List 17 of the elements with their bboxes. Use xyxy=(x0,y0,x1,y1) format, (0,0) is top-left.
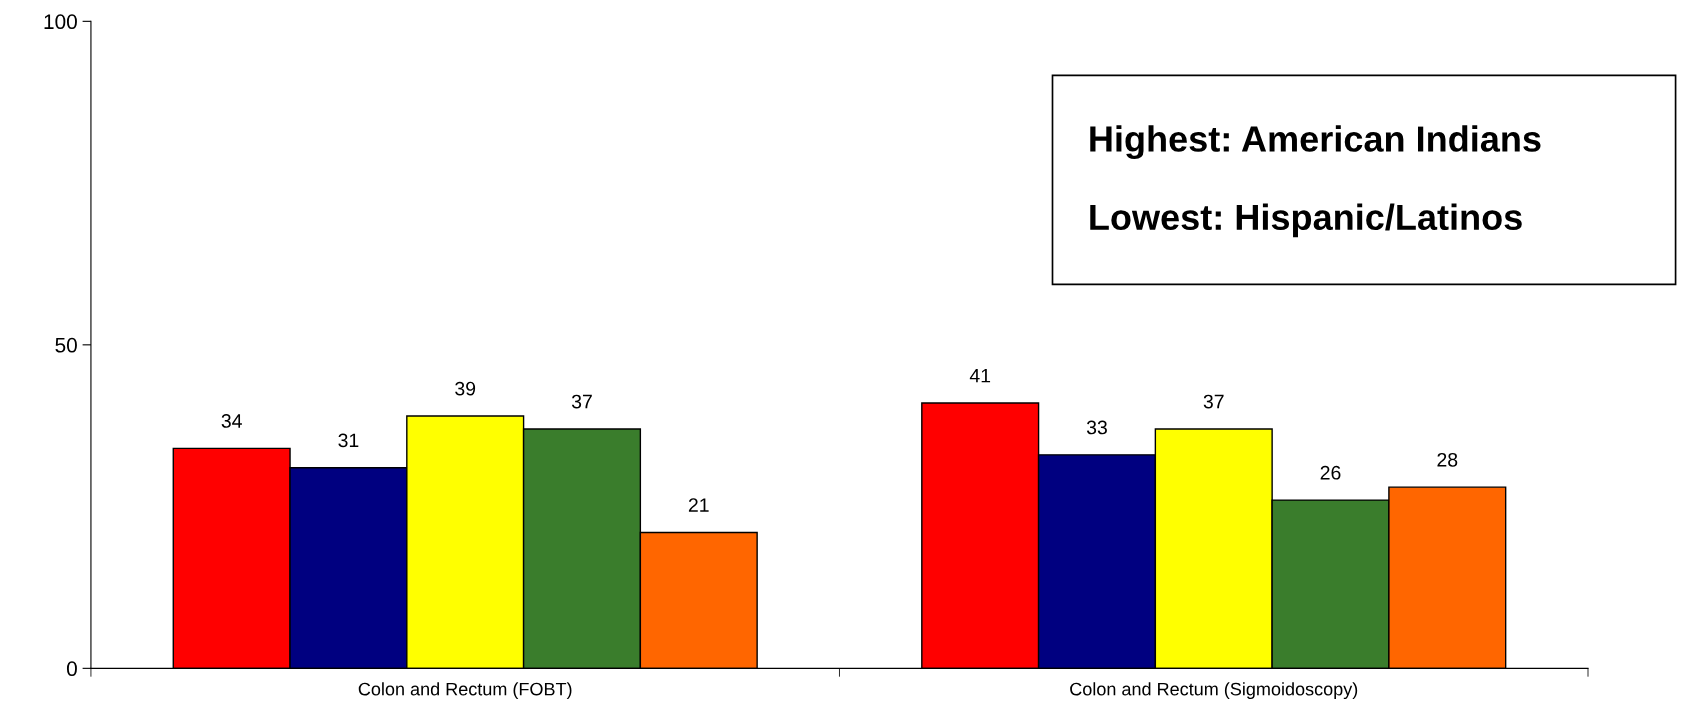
data-label: 37 xyxy=(571,394,592,409)
y-tick-label: 50 xyxy=(55,337,77,353)
annotation: Lowest: Hispanic/Latinos xyxy=(1090,203,1522,238)
annotation: Highest: American Indians xyxy=(1090,125,1541,160)
data-label: 28 xyxy=(1437,452,1458,467)
data-label: 31 xyxy=(338,433,359,448)
x-tick-label: Colon and Rectum (FOBT) xyxy=(358,682,572,700)
data-label: 21 xyxy=(688,498,709,512)
data-label: 39 xyxy=(455,381,476,396)
data-label: 41 xyxy=(969,368,991,383)
y-tick-label: 0 xyxy=(66,661,77,677)
x-tick-label: Colon and Rectum (Sigmoidoscopy) xyxy=(1070,682,1358,700)
data-label: 37 xyxy=(1203,394,1224,409)
data-label: 34 xyxy=(221,414,242,428)
data-label: 33 xyxy=(1086,420,1107,435)
y-tick-label: 100 xyxy=(44,14,77,30)
data-label: 26 xyxy=(1320,465,1341,480)
